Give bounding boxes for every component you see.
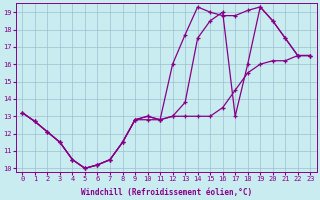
X-axis label: Windchill (Refroidissement éolien,°C): Windchill (Refroidissement éolien,°C) (81, 188, 252, 197)
